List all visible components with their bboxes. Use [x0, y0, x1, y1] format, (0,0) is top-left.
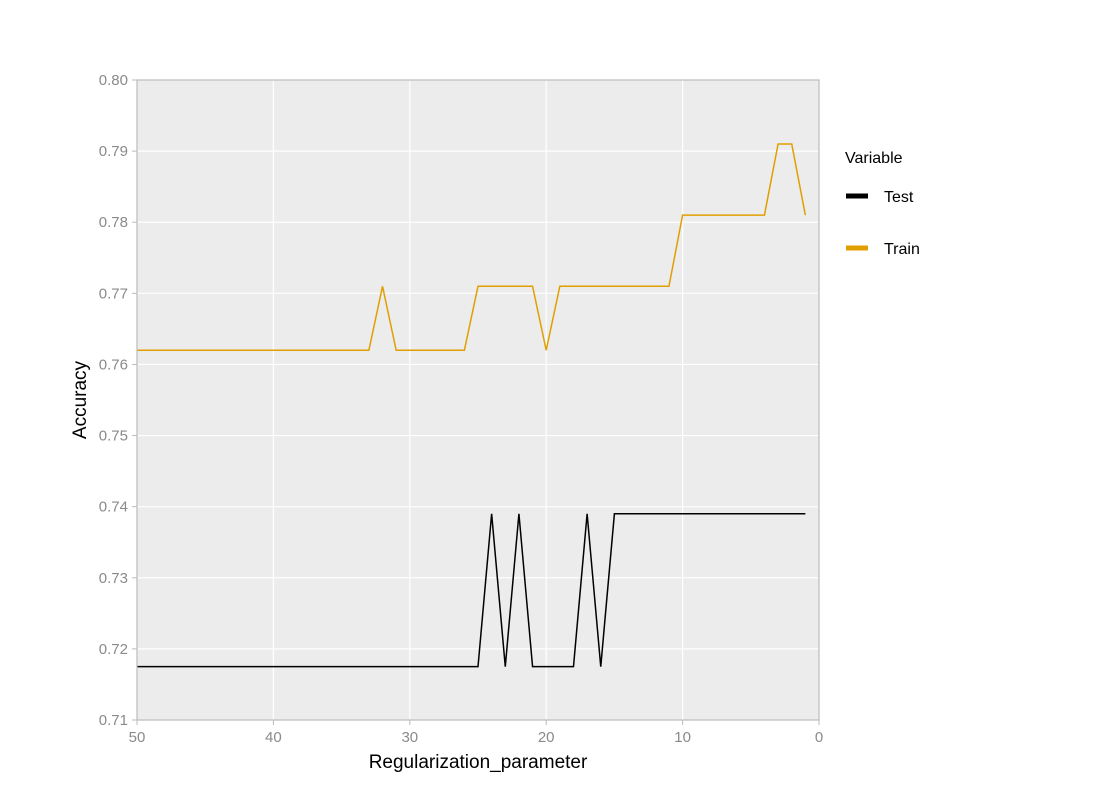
x-tick-label: 50 — [129, 729, 146, 746]
legend: Variable Test Train — [845, 150, 920, 258]
series-line-test — [137, 513, 806, 668]
y-tick-label: 0.80 — [99, 72, 128, 89]
plot-border — [136, 79, 820, 721]
legend-label-train: Train — [884, 241, 920, 258]
series-line-train — [137, 143, 807, 351]
y-axis-title: Accuracy — [70, 360, 91, 439]
axis-ticks: 50 40 30 20 10 0 0.71 0.72 0.73 0.74 0.75 0.76 0.77 0… — [99, 72, 823, 746]
y-tick-label: 0.72 — [99, 641, 128, 658]
y-tick-label: 0.76 — [99, 356, 128, 373]
y-tick-label: 0.75 — [99, 428, 128, 445]
legend-label-test: Test — [884, 189, 914, 206]
x-tick-label: 20 — [538, 729, 555, 746]
series-lines — [137, 143, 807, 668]
x-tick-label: 0 — [815, 729, 823, 746]
y-tick-label: 0.78 — [99, 214, 128, 231]
x-tick-label: 40 — [265, 729, 282, 746]
y-tick-label: 0.77 — [99, 285, 128, 302]
plot-panel — [137, 80, 819, 720]
y-tick-label: 0.74 — [99, 499, 128, 516]
y-tick-label: 0.71 — [99, 712, 128, 729]
y-tick-label: 0.73 — [99, 570, 128, 587]
x-axis-title: Regularization_parameter — [369, 752, 588, 773]
x-tick-label: 10 — [674, 729, 691, 746]
legend-title: Variable — [845, 150, 903, 167]
y-tick-label: 0.79 — [99, 143, 128, 160]
x-tick-label: 30 — [401, 729, 418, 746]
